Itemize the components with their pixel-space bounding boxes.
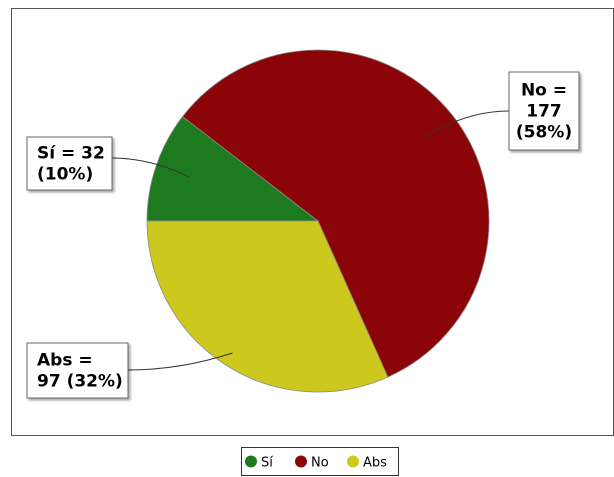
label-line: Sí = 32 bbox=[37, 144, 105, 164]
leader-line-abs bbox=[127, 352, 233, 371]
leader-line-no bbox=[425, 110, 510, 137]
slice-label-no: No =177(58%) bbox=[508, 71, 580, 151]
legend-label: Sí bbox=[261, 456, 273, 471]
label-line: (10%) bbox=[37, 165, 93, 185]
legend-swatch bbox=[245, 455, 257, 468]
legend-swatch bbox=[295, 455, 307, 468]
label-line: 177 bbox=[526, 102, 562, 122]
leader-lines bbox=[111, 110, 510, 371]
legend-item-no: No bbox=[295, 455, 329, 471]
slice-label-abs: Abs =97 (32%) bbox=[26, 342, 129, 399]
legend: Sí No Abs bbox=[241, 447, 399, 476]
legend-box bbox=[241, 447, 399, 476]
pie-slice-si bbox=[146, 115, 320, 222]
slice-label-si: Sí = 32(10%) bbox=[26, 136, 113, 191]
leader-line-si bbox=[111, 157, 191, 178]
legend-label: Abs bbox=[363, 456, 387, 471]
label-box bbox=[26, 342, 129, 399]
pie-slice-no bbox=[182, 49, 490, 378]
legend-item-si: Sí bbox=[245, 455, 273, 471]
label-box bbox=[26, 136, 113, 191]
legend-label: No bbox=[311, 456, 329, 471]
label-line: Abs = bbox=[37, 351, 93, 371]
slices-layer bbox=[146, 49, 490, 393]
label-line: No = bbox=[521, 81, 567, 101]
slice-labels: Sí = 32(10%) No =177(58%) Abs =97 (32%) bbox=[26, 71, 580, 399]
legend-item-abs: Abs bbox=[347, 455, 387, 471]
legend-swatch bbox=[347, 455, 359, 468]
pie-slice-abs bbox=[146, 220, 389, 393]
label-line: 97 (32%) bbox=[37, 372, 123, 392]
label-line: (58%) bbox=[516, 123, 572, 143]
label-box bbox=[508, 71, 580, 151]
